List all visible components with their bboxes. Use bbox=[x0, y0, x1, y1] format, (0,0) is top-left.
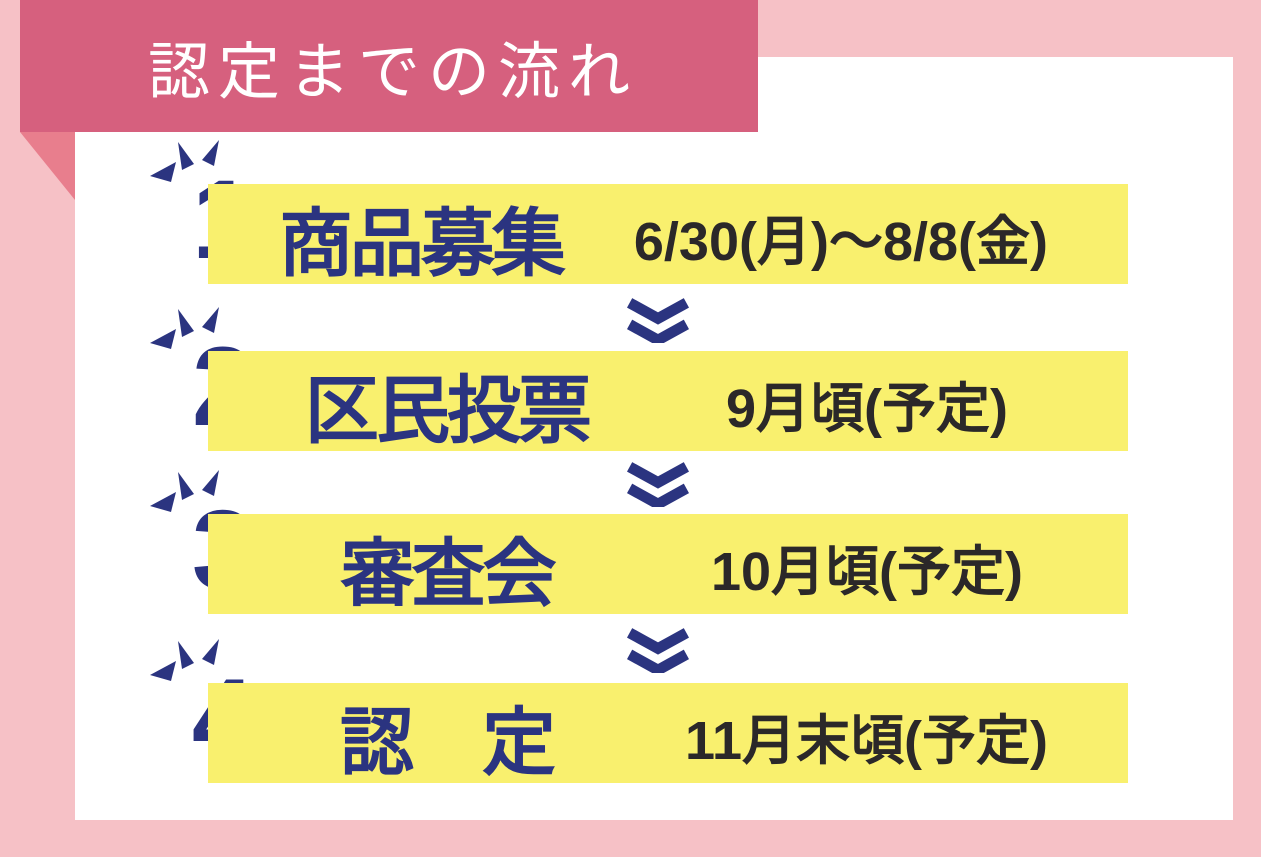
step-schedule: 10月頃(予定) bbox=[710, 541, 1024, 602]
banner-fold-triangle bbox=[20, 132, 75, 200]
step-schedule: 6/30(月)～8/8(金) bbox=[633, 211, 1048, 272]
step-bar: 区民投票 9月頃(予定) bbox=[208, 351, 1128, 452]
chevron-down-icon bbox=[627, 462, 689, 507]
chevron-down-icon bbox=[627, 298, 689, 343]
step-row-1: 1 商品募集 6/30(月)～8/8(金) bbox=[148, 138, 1128, 285]
step-row-3: 3 審査会 10月頃(予定) bbox=[148, 468, 1128, 615]
step-label: 認 定 bbox=[339, 700, 556, 784]
step-row-2: 2 区民投票 9月頃(予定) bbox=[148, 305, 1128, 452]
page-title: 認定までの流れ bbox=[147, 38, 638, 107]
step-schedule: 9月頃(予定) bbox=[726, 378, 1008, 439]
step-bar: 審査会 10月頃(予定) bbox=[208, 514, 1128, 615]
sparkle-icon bbox=[150, 307, 219, 349]
step-row-4: 4 認 定 11月末頃(予定) bbox=[148, 637, 1128, 784]
step-bar: 認 定 11月末頃(予定) bbox=[208, 683, 1128, 784]
step-label: 審査会 bbox=[340, 531, 557, 615]
chevron-down-icon bbox=[627, 628, 689, 673]
sparkle-icon bbox=[150, 639, 219, 681]
step-schedule: 11月末頃(予定) bbox=[684, 710, 1048, 771]
step-label: 商品募集 bbox=[278, 201, 566, 285]
header-banner: 認定までの流れ bbox=[20, 0, 758, 132]
sparkle-icon bbox=[150, 470, 219, 512]
sparkle-icon bbox=[150, 140, 219, 182]
step-label: 区民投票 bbox=[305, 368, 592, 452]
step-bar: 商品募集 6/30(月)～8/8(金) bbox=[208, 184, 1128, 285]
